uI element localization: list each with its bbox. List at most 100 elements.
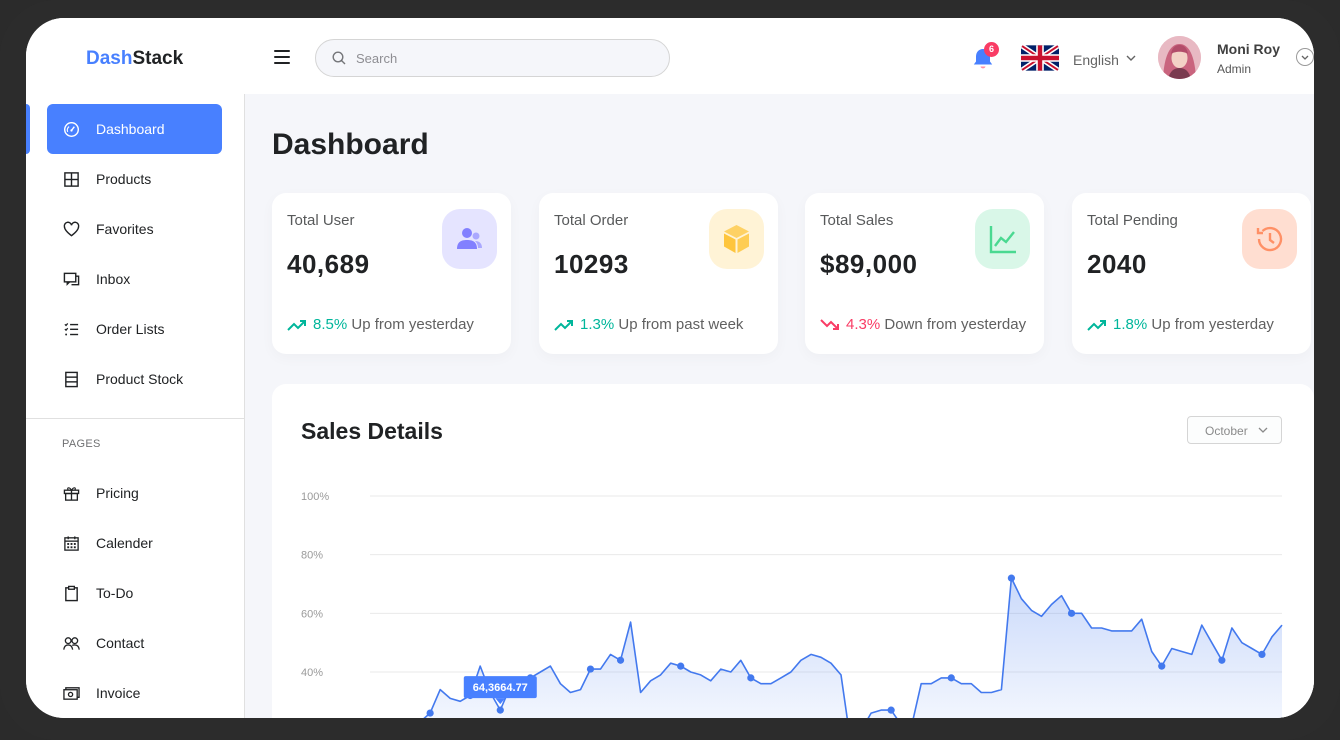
- list-icon: [64, 323, 79, 336]
- card-trend: 1.3% Up from past week: [554, 316, 743, 333]
- chart-data-point: [1258, 650, 1266, 658]
- main-content: Dashboard Total User 40,689 8.5% Up from…: [245, 94, 1314, 718]
- gift-icon: [63, 487, 80, 501]
- sidebar-item-label: Pricing: [96, 485, 139, 501]
- user-name: Moni Roy: [1217, 41, 1280, 57]
- card-value: 40,689: [287, 249, 370, 279]
- sales-details-card: Sales Details October 100% 80% 60% 40% 64,36…: [272, 384, 1314, 718]
- card-title: Total User: [287, 212, 355, 229]
- sidebar-item-invoice[interactable]: Invoice: [47, 668, 222, 718]
- sidebar-item-label: Dashboard: [96, 121, 165, 137]
- stat-card-total-user: Total User 40,689 8.5% Up from yesterday: [272, 193, 511, 354]
- card-value: 10293: [554, 249, 629, 279]
- month-dropdown[interactable]: October: [1187, 416, 1282, 444]
- y-tick-label: 80%: [301, 550, 323, 562]
- app-logo[interactable]: DashStack: [86, 48, 184, 69]
- chevron-down-icon: [1258, 427, 1268, 433]
- avatar[interactable]: [1158, 36, 1201, 79]
- stat-card-total-sales: Total Sales $89,000 4.3% Down from yeste…: [805, 193, 1044, 354]
- sidebar-item-pricing[interactable]: Pricing: [47, 468, 222, 518]
- sales-line-chart: 100% 80% 60% 40% 64,3664.77: [301, 491, 1283, 718]
- user-role: Admin: [1217, 62, 1252, 76]
- sidebar-item-label: Contact: [96, 635, 145, 651]
- sidebar-item-label: Products: [96, 171, 152, 187]
- sidebar-item-dashboard[interactable]: Dashboard: [47, 104, 222, 154]
- card-value: 2040: [1087, 249, 1147, 279]
- card-title: Total Pending: [1087, 212, 1178, 229]
- top-bar: DashStack 6 English: [26, 18, 1314, 94]
- sidebar-item-label: Invoice: [96, 685, 141, 701]
- stock-icon: [65, 371, 78, 388]
- trending-down-icon: [820, 319, 839, 331]
- card-value: $89,000: [820, 249, 918, 279]
- month-dropdown-label: October: [1205, 424, 1248, 438]
- trending-up-icon: [287, 320, 306, 331]
- trending-up-icon: [554, 320, 573, 331]
- sidebar-item-order-lists[interactable]: Order Lists: [47, 304, 222, 354]
- sidebar-item-inbox[interactable]: Inbox: [47, 254, 222, 304]
- chart-data-point: [677, 662, 685, 670]
- search-icon: [332, 51, 346, 65]
- sidebar-section-title: PAGES: [62, 438, 101, 450]
- sidebar-item-label: Favorites: [96, 221, 154, 237]
- sidebar-item-label: To-Do: [96, 585, 134, 601]
- clipboard-icon: [65, 585, 78, 602]
- y-tick-label: 60%: [301, 608, 323, 620]
- sidebar-item-favorites[interactable]: Favorites: [47, 204, 222, 254]
- trending-up-icon: [1087, 320, 1106, 331]
- y-tick-label: 100%: [301, 491, 329, 503]
- sidebar-item-label: Product Stock: [96, 371, 184, 387]
- users-icon: [442, 209, 497, 269]
- contacts-icon: [63, 637, 80, 650]
- chart-data-point: [1007, 574, 1016, 582]
- chart-tooltip: [463, 676, 537, 699]
- stat-card-total-order: Total Order 10293 1.3% Up from past week: [539, 193, 778, 354]
- line-chart-icon: [975, 209, 1030, 269]
- chart-data-point: [496, 706, 504, 714]
- card-trend: 4.3% Down from yesterday: [820, 316, 1026, 333]
- invoice-icon: [63, 687, 80, 700]
- chart-data-point: [747, 674, 755, 682]
- card-trend: 1.8% Up from yesterday: [1087, 316, 1274, 333]
- chevron-down-icon[interactable]: [1126, 54, 1136, 62]
- language-selector[interactable]: English: [1073, 52, 1119, 68]
- sidebar-item-label: Order Lists: [96, 321, 165, 337]
- active-indicator: [26, 104, 30, 154]
- y-tick-label: 40%: [301, 667, 323, 679]
- heart-icon: [63, 221, 80, 237]
- card-title: Total Order: [554, 212, 629, 229]
- card-trend: 8.5% Up from yesterday: [287, 316, 474, 333]
- sidebar-item-products[interactable]: Products: [47, 154, 222, 204]
- inbox-icon: [63, 272, 80, 286]
- chart-data-point: [586, 665, 595, 673]
- box-icon: [709, 209, 764, 269]
- grid-icon: [64, 172, 79, 187]
- chart-tooltip-pointer: [495, 698, 506, 705]
- sidebar-item-contact[interactable]: Contact: [47, 618, 222, 668]
- chevron-down-icon: [1301, 55, 1309, 60]
- search-bar[interactable]: [315, 39, 670, 77]
- notification-badge: 6: [984, 42, 999, 57]
- dashboard-gauge-icon: [63, 121, 80, 138]
- history-clock-icon: [1242, 209, 1297, 269]
- card-title: Total Sales: [820, 212, 894, 229]
- sidebar-item-product-stock[interactable]: Product Stock: [47, 354, 222, 404]
- sidebar: Dashboard Products Favorites Inbox Order…: [26, 94, 245, 718]
- chart-data-point: [887, 706, 895, 714]
- chart-data-point: [1158, 662, 1166, 670]
- search-input[interactable]: [356, 48, 656, 68]
- sidebar-item-label: Calender: [96, 535, 153, 551]
- stat-card-total-pending: Total Pending 2040 1.8% Up from yesterda…: [1072, 193, 1311, 354]
- menu-toggle-icon[interactable]: [274, 50, 292, 64]
- chart-data-point: [947, 674, 955, 682]
- app-window: DashStack 6 English: [26, 18, 1314, 718]
- sidebar-item-label: Inbox: [96, 271, 131, 287]
- profile-menu-button[interactable]: [1296, 48, 1314, 66]
- chart-data-point: [426, 709, 434, 717]
- chart-data-point: [1218, 656, 1226, 664]
- page-title: Dashboard: [272, 128, 429, 161]
- sidebar-item-calender[interactable]: Calender: [47, 518, 222, 568]
- uk-flag-icon[interactable]: [1021, 44, 1059, 72]
- sidebar-item-to-do[interactable]: To-Do: [47, 568, 222, 618]
